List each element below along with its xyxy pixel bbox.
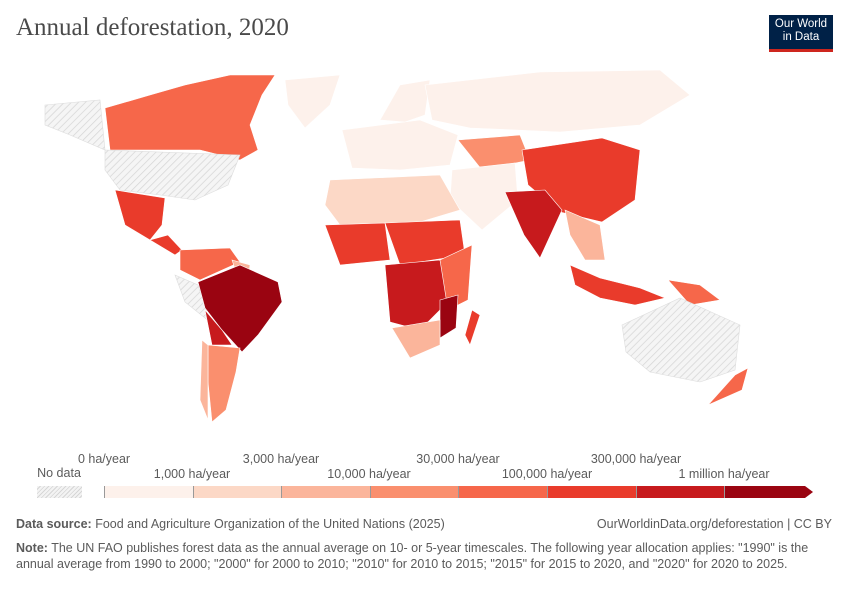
country-north-africa[interactable] [324,174,461,226]
country-southeast-asia[interactable] [564,209,606,261]
legend-arrow-icon [804,486,813,498]
country-india[interactable] [504,189,563,259]
country-russia[interactable] [424,69,691,133]
legend-label-30000: 30,000 ha/year [416,452,500,466]
country-kazakhstan[interactable] [457,134,531,171]
country-australia[interactable] [621,297,741,383]
data-source: Data source: Food and Agriculture Organi… [16,517,445,531]
legend-no-data-label: No data [37,466,81,480]
note-label: Note: [16,541,48,555]
legend-label-0: 0 ha/year [77,452,131,466]
data-source-text: Food and Agriculture Organization of the… [95,517,445,531]
country-mexico[interactable] [114,189,166,241]
country-southern-africa[interactable] [391,319,441,359]
country-west-africa[interactable] [324,222,391,266]
legend-no-data-swatch [37,486,82,498]
legend-label-300000: 300,000 ha/year [590,452,682,466]
legend-bin-6[interactable] [635,486,725,498]
country-mozambique[interactable] [439,294,459,339]
country-scandinavia[interactable] [379,79,431,123]
country-brazil[interactable] [197,264,283,353]
legend-bin-1[interactable] [192,486,282,498]
data-source-label: Data source: [16,517,92,531]
legend-bin-2[interactable] [281,486,370,498]
legend-color-bar [104,486,814,498]
note: Note: The UN FAO publishes forest data a… [16,540,826,572]
legend-label-3000: 3,000 ha/year [242,452,320,466]
country-east-africa[interactable] [439,244,473,311]
legend-bin-0[interactable] [104,486,193,498]
legend-label-10000: 10,000 ha/year [327,467,411,481]
logo-line-2: in Data [782,31,820,43]
legend-bin-3[interactable] [369,486,459,498]
legend-label-1000: 1,000 ha/year [153,467,231,481]
country-usa[interactable] [104,149,241,201]
country-papua[interactable] [667,279,721,306]
country-central-america[interactable] [149,234,183,256]
country-madagascar[interactable] [464,309,481,346]
legend-label-1million: 1 million ha/year [678,467,770,481]
country-indonesia[interactable] [569,264,666,306]
country-argentina[interactable] [207,344,241,423]
country-alaska[interactable] [44,99,106,151]
country-new-zealand[interactable] [707,367,749,406]
owid-logo[interactable]: Our World in Data [769,15,833,52]
country-greenland[interactable] [284,74,341,129]
source-url-link[interactable]: OurWorldinData.org/deforestation | CC BY [596,517,832,531]
country-canada[interactable] [104,74,276,161]
legend-label-100000: 100,000 ha/year [501,467,593,481]
country-congo-angola[interactable] [384,259,451,331]
country-colombia-venezuela[interactable] [179,247,241,281]
note-text: The UN FAO publishes forest data as the … [16,541,809,571]
legend-bin-4[interactable] [458,486,547,498]
country-europe[interactable] [341,119,459,171]
legend-bin-7[interactable] [724,486,813,498]
page-title: Annual deforestation, 2020 [16,14,289,41]
country-chile[interactable] [199,339,209,421]
logo-line-1: Our World [774,18,828,30]
legend-bin-5[interactable] [547,486,636,498]
country-bolivia-paraguay[interactable] [204,308,233,346]
world-map[interactable] [0,60,850,440]
